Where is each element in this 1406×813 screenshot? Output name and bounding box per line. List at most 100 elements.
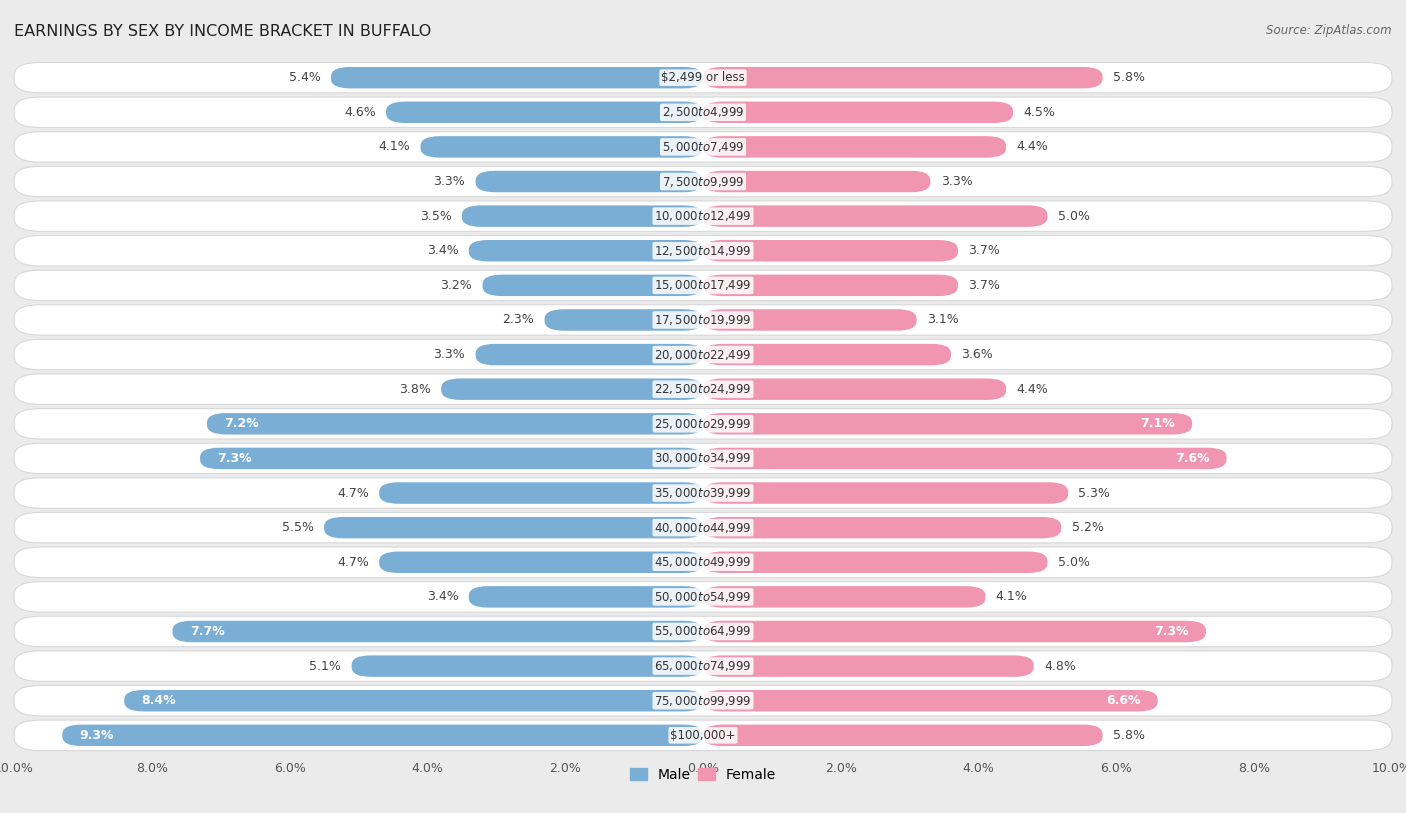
FancyBboxPatch shape bbox=[14, 720, 1392, 750]
FancyBboxPatch shape bbox=[387, 102, 703, 123]
Text: 5.0%: 5.0% bbox=[1057, 210, 1090, 223]
Text: $75,000 to $99,999: $75,000 to $99,999 bbox=[654, 693, 752, 707]
Text: 7.1%: 7.1% bbox=[1140, 417, 1175, 430]
Text: $15,000 to $17,499: $15,000 to $17,499 bbox=[654, 278, 752, 293]
FancyBboxPatch shape bbox=[14, 685, 1392, 716]
Text: 5.1%: 5.1% bbox=[309, 659, 342, 672]
Text: $17,500 to $19,999: $17,500 to $19,999 bbox=[654, 313, 752, 327]
FancyBboxPatch shape bbox=[330, 67, 703, 89]
Text: 4.1%: 4.1% bbox=[995, 590, 1028, 603]
Text: $2,499 or less: $2,499 or less bbox=[661, 72, 745, 85]
Text: 3.6%: 3.6% bbox=[962, 348, 993, 361]
FancyBboxPatch shape bbox=[14, 339, 1392, 370]
FancyBboxPatch shape bbox=[14, 581, 1392, 612]
FancyBboxPatch shape bbox=[703, 309, 917, 331]
Text: $50,000 to $54,999: $50,000 to $54,999 bbox=[654, 590, 752, 604]
FancyBboxPatch shape bbox=[703, 724, 1102, 746]
FancyBboxPatch shape bbox=[380, 551, 703, 573]
Text: $25,000 to $29,999: $25,000 to $29,999 bbox=[654, 417, 752, 431]
Text: Source: ZipAtlas.com: Source: ZipAtlas.com bbox=[1267, 24, 1392, 37]
Text: 3.7%: 3.7% bbox=[969, 244, 1000, 257]
FancyBboxPatch shape bbox=[200, 448, 703, 469]
Text: 3.1%: 3.1% bbox=[927, 314, 959, 327]
Text: 5.5%: 5.5% bbox=[281, 521, 314, 534]
Text: 7.6%: 7.6% bbox=[1175, 452, 1209, 465]
FancyBboxPatch shape bbox=[323, 517, 703, 538]
FancyBboxPatch shape bbox=[14, 374, 1392, 404]
Text: 7.3%: 7.3% bbox=[218, 452, 252, 465]
FancyBboxPatch shape bbox=[14, 616, 1392, 646]
FancyBboxPatch shape bbox=[14, 443, 1392, 474]
Text: 4.7%: 4.7% bbox=[337, 556, 368, 569]
Text: 5.0%: 5.0% bbox=[1057, 556, 1090, 569]
FancyBboxPatch shape bbox=[703, 67, 1102, 89]
FancyBboxPatch shape bbox=[14, 167, 1392, 197]
Text: 3.5%: 3.5% bbox=[419, 210, 451, 223]
Text: 4.4%: 4.4% bbox=[1017, 141, 1049, 154]
FancyBboxPatch shape bbox=[14, 305, 1392, 335]
FancyBboxPatch shape bbox=[124, 690, 703, 711]
Text: $45,000 to $49,999: $45,000 to $49,999 bbox=[654, 555, 752, 569]
Text: 3.3%: 3.3% bbox=[433, 175, 465, 188]
FancyBboxPatch shape bbox=[14, 512, 1392, 543]
FancyBboxPatch shape bbox=[14, 132, 1392, 162]
FancyBboxPatch shape bbox=[703, 482, 1069, 504]
FancyBboxPatch shape bbox=[703, 448, 1226, 469]
FancyBboxPatch shape bbox=[380, 482, 703, 504]
FancyBboxPatch shape bbox=[703, 102, 1012, 123]
Legend: Male, Female: Male, Female bbox=[624, 763, 782, 788]
Text: 4.7%: 4.7% bbox=[337, 486, 368, 499]
FancyBboxPatch shape bbox=[703, 171, 931, 192]
FancyBboxPatch shape bbox=[441, 379, 703, 400]
FancyBboxPatch shape bbox=[703, 621, 1206, 642]
Text: 4.4%: 4.4% bbox=[1017, 383, 1049, 396]
FancyBboxPatch shape bbox=[461, 206, 703, 227]
FancyBboxPatch shape bbox=[703, 379, 1007, 400]
FancyBboxPatch shape bbox=[14, 236, 1392, 266]
FancyBboxPatch shape bbox=[703, 344, 950, 365]
FancyBboxPatch shape bbox=[14, 201, 1392, 232]
Text: 3.3%: 3.3% bbox=[433, 348, 465, 361]
Text: 4.5%: 4.5% bbox=[1024, 106, 1056, 119]
FancyBboxPatch shape bbox=[62, 724, 703, 746]
FancyBboxPatch shape bbox=[703, 517, 1062, 538]
FancyBboxPatch shape bbox=[703, 275, 957, 296]
Text: $10,000 to $12,499: $10,000 to $12,499 bbox=[654, 209, 752, 223]
Text: $20,000 to $22,499: $20,000 to $22,499 bbox=[654, 348, 752, 362]
Text: 5.3%: 5.3% bbox=[1078, 486, 1111, 499]
Text: 6.6%: 6.6% bbox=[1107, 694, 1140, 707]
FancyBboxPatch shape bbox=[207, 413, 703, 434]
FancyBboxPatch shape bbox=[468, 586, 703, 607]
FancyBboxPatch shape bbox=[703, 413, 1192, 434]
Text: 3.3%: 3.3% bbox=[941, 175, 973, 188]
Text: 7.7%: 7.7% bbox=[190, 625, 225, 638]
Text: 2.3%: 2.3% bbox=[502, 314, 534, 327]
Text: $100,000+: $100,000+ bbox=[671, 728, 735, 741]
Text: $40,000 to $44,999: $40,000 to $44,999 bbox=[654, 520, 752, 535]
FancyBboxPatch shape bbox=[544, 309, 703, 331]
Text: 4.8%: 4.8% bbox=[1045, 659, 1076, 672]
FancyBboxPatch shape bbox=[14, 651, 1392, 681]
FancyBboxPatch shape bbox=[14, 547, 1392, 577]
Text: 7.2%: 7.2% bbox=[224, 417, 259, 430]
Text: $12,500 to $14,999: $12,500 to $14,999 bbox=[654, 244, 752, 258]
FancyBboxPatch shape bbox=[703, 136, 1007, 158]
Text: $30,000 to $34,999: $30,000 to $34,999 bbox=[654, 451, 752, 465]
FancyBboxPatch shape bbox=[475, 171, 703, 192]
Text: $65,000 to $74,999: $65,000 to $74,999 bbox=[654, 659, 752, 673]
Text: $22,500 to $24,999: $22,500 to $24,999 bbox=[654, 382, 752, 396]
FancyBboxPatch shape bbox=[14, 97, 1392, 128]
FancyBboxPatch shape bbox=[420, 136, 703, 158]
Text: $7,500 to $9,999: $7,500 to $9,999 bbox=[662, 175, 744, 189]
FancyBboxPatch shape bbox=[703, 586, 986, 607]
FancyBboxPatch shape bbox=[703, 690, 1157, 711]
Text: 9.3%: 9.3% bbox=[80, 728, 114, 741]
Text: 5.8%: 5.8% bbox=[1114, 728, 1144, 741]
Text: 5.4%: 5.4% bbox=[288, 72, 321, 85]
FancyBboxPatch shape bbox=[14, 63, 1392, 93]
Text: $35,000 to $39,999: $35,000 to $39,999 bbox=[654, 486, 752, 500]
Text: 4.1%: 4.1% bbox=[378, 141, 411, 154]
Text: 3.4%: 3.4% bbox=[426, 244, 458, 257]
FancyBboxPatch shape bbox=[703, 206, 1047, 227]
FancyBboxPatch shape bbox=[703, 655, 1033, 677]
